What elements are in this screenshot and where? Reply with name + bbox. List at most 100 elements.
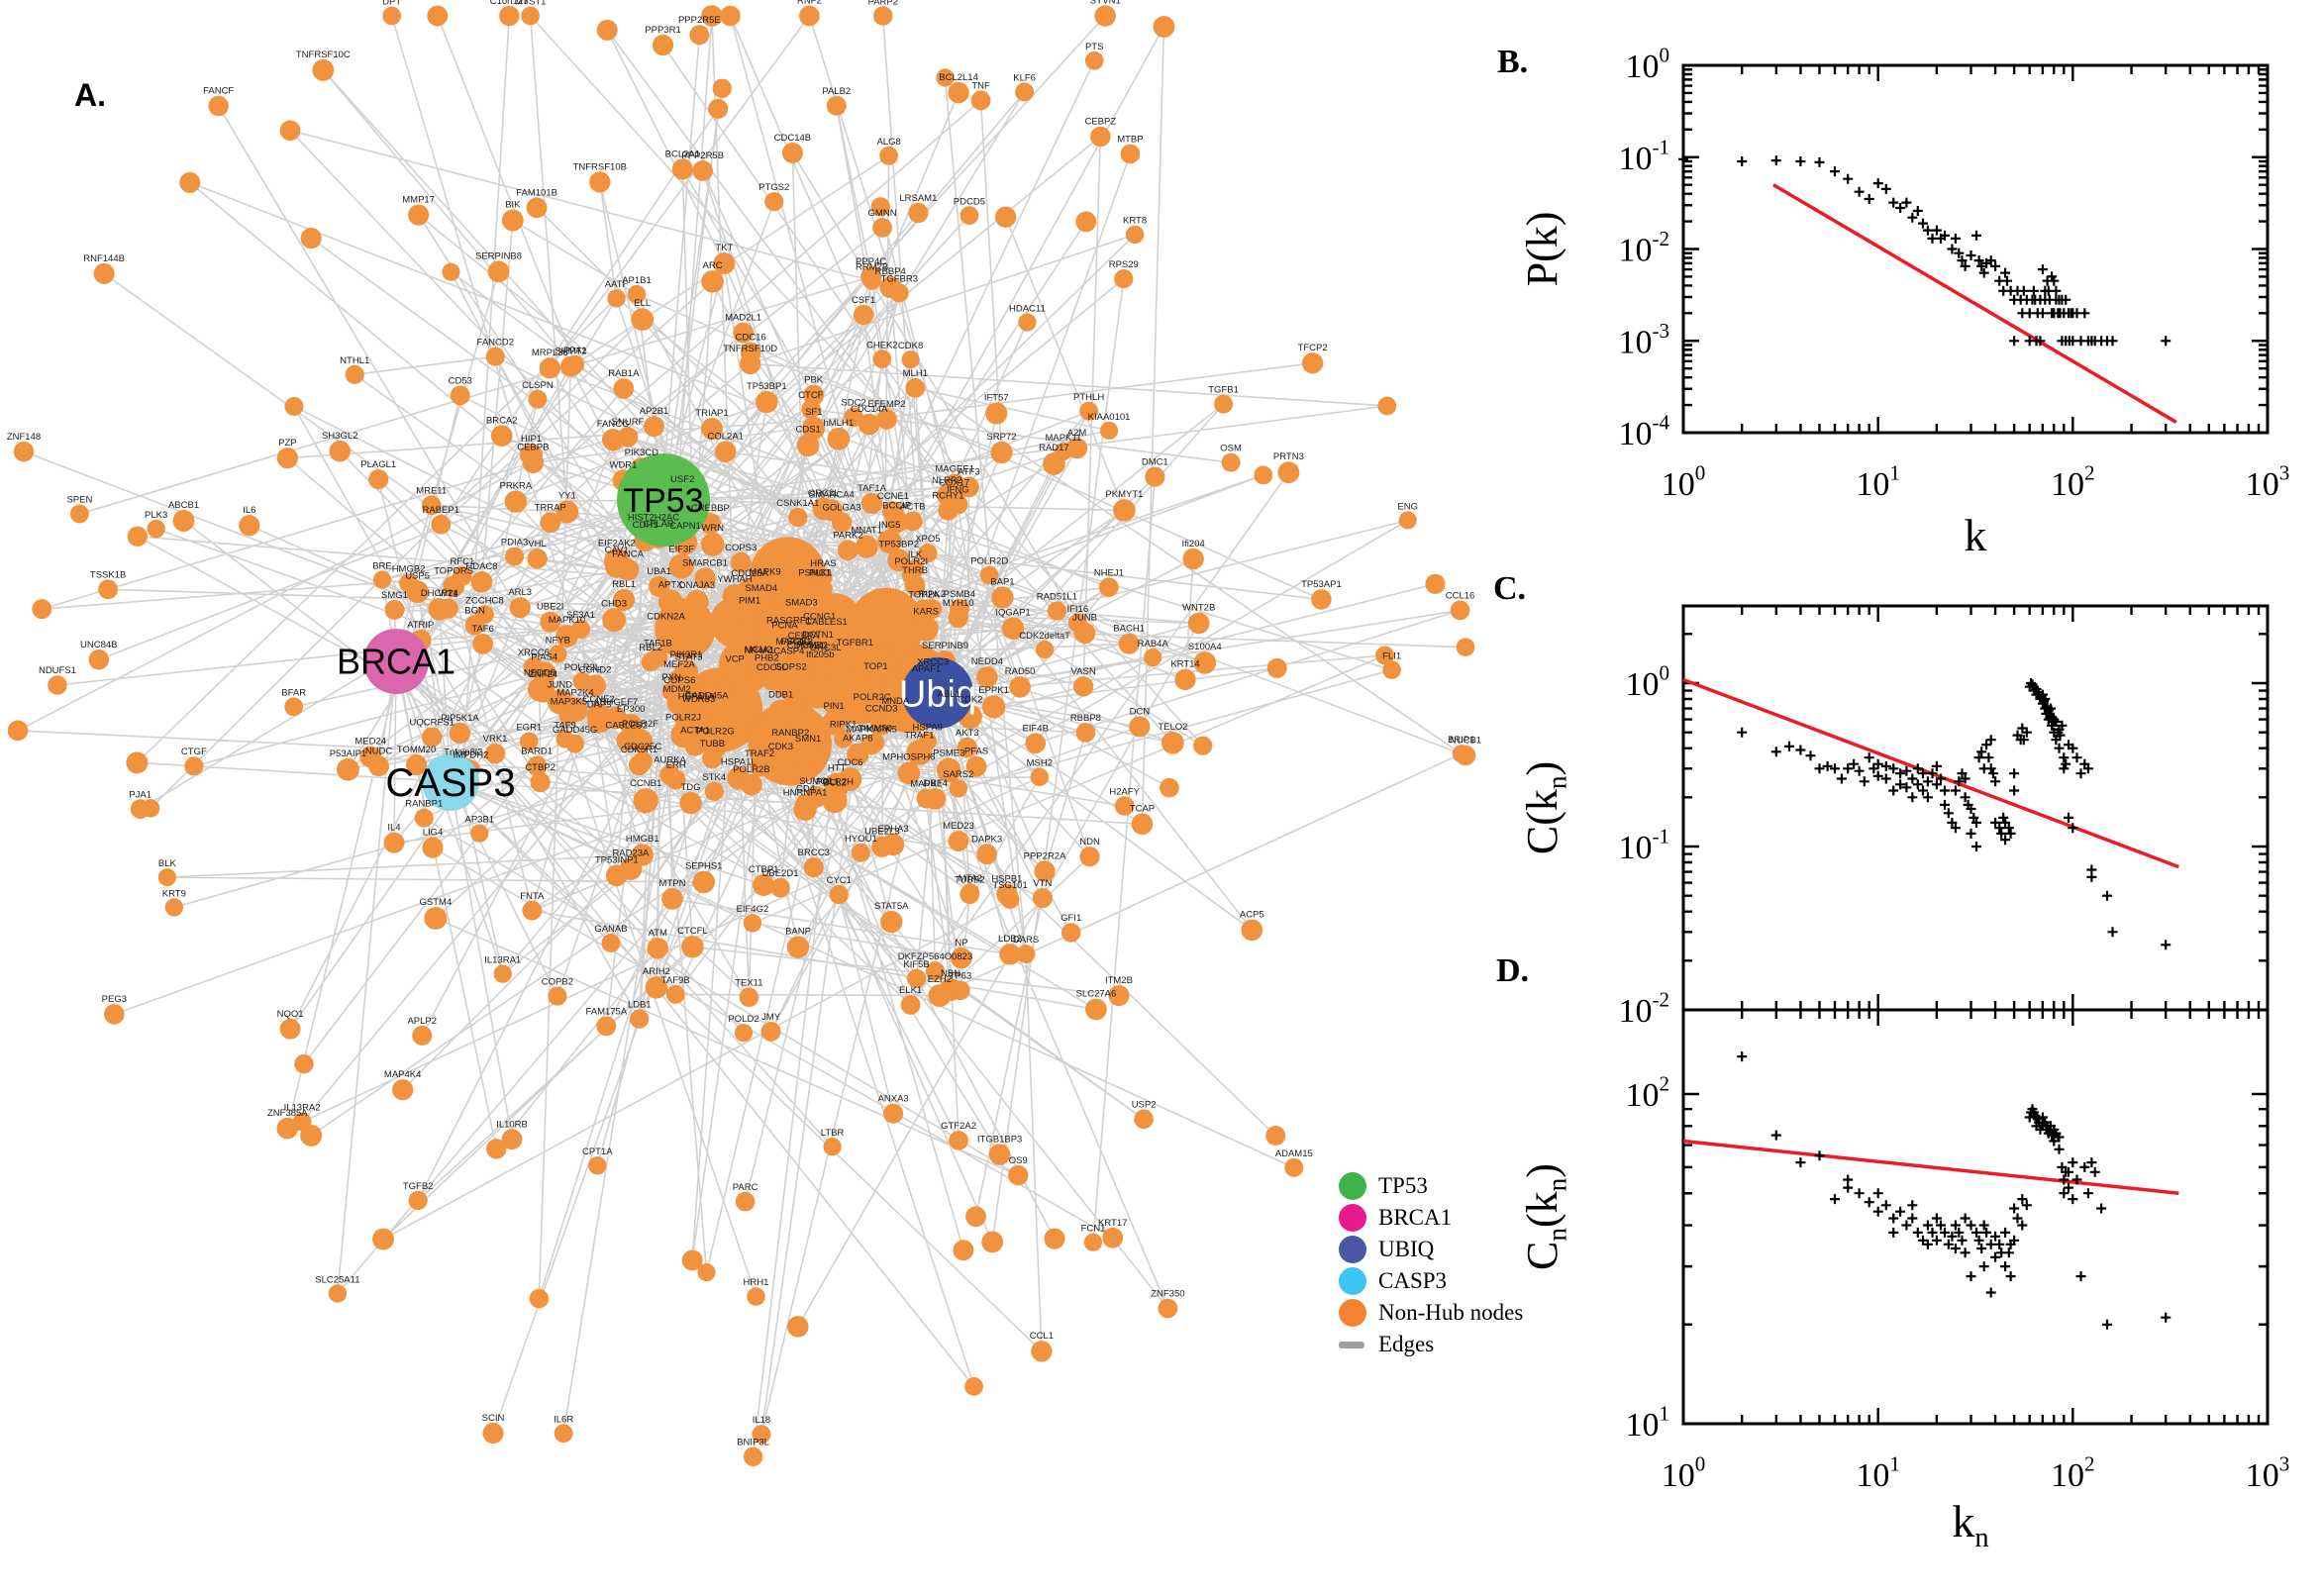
svg-text:101: 101	[1856, 461, 1900, 503]
node-label: CEBPB	[517, 443, 549, 453]
network-node	[827, 427, 851, 450]
network-node	[918, 544, 938, 563]
network-node	[1450, 600, 1470, 621]
network-node	[499, 5, 520, 27]
node-label: CEBPA	[788, 631, 820, 642]
node-label: BCCIP	[882, 501, 911, 512]
network-node	[864, 670, 886, 692]
network-node	[1084, 50, 1104, 70]
network-node	[556, 625, 578, 648]
node-label: TSSK1B	[90, 569, 126, 580]
node-label: HIST2H2AC	[628, 513, 679, 524]
node-label: BAP1	[990, 576, 1014, 587]
node-label: MAD2L1	[725, 313, 761, 324]
network-node	[970, 90, 991, 111]
network-node	[485, 347, 505, 366]
svg-text:101: 101	[1625, 1402, 1669, 1444]
svg-text:100: 100	[1625, 661, 1669, 703]
network-node	[671, 158, 693, 180]
node-label: ORC3L	[810, 643, 842, 653]
network-node	[1277, 461, 1300, 484]
node-label: TEX11	[735, 977, 762, 988]
network-node	[887, 549, 911, 572]
node-label: MYH10	[943, 598, 974, 609]
node-label: CTCF	[798, 390, 824, 401]
node-label: ZNF24	[529, 669, 557, 680]
node-label: PIN1	[823, 701, 844, 712]
network-node	[743, 1446, 763, 1467]
network-node	[996, 883, 1018, 906]
node-label: TP53AP1	[1301, 579, 1342, 590]
network-node	[820, 499, 843, 522]
network-node	[824, 786, 847, 809]
network-node	[484, 743, 506, 764]
node-label: FANCF	[203, 86, 234, 97]
node-label: MAPK9	[749, 567, 780, 578]
node-label: CCND2	[579, 664, 612, 675]
network-node	[733, 322, 754, 344]
panel-label-b: B.	[1497, 44, 1529, 80]
network-node	[790, 607, 812, 629]
network-node	[877, 529, 902, 554]
node-label: MAP3K5	[551, 696, 588, 707]
node-label: PTHLH	[1073, 392, 1104, 403]
network-node	[1134, 1109, 1154, 1130]
svg-text:k: k	[1965, 510, 1987, 560]
node-label: RANBP2	[771, 728, 809, 739]
network-node	[604, 548, 630, 574]
node-label: UBE2L3	[864, 827, 899, 838]
network-node	[530, 772, 551, 793]
node-label: DAPK3	[971, 834, 1002, 845]
network-labels: UBA1 CCNE1 CDK2 PCNA NEDD8 KARS GADD45A SF3A1 AR…	[7, 0, 1481, 1448]
svg-text:C(kn​): C(kn​)	[1518, 761, 1572, 854]
node-label: SUMO1	[799, 776, 833, 787]
node-label: SNURF	[612, 417, 645, 428]
node-label: KRT17	[1098, 1218, 1127, 1229]
node-label: HSPA1A	[678, 692, 715, 703]
node-label: CAV1	[605, 545, 629, 555]
network-node	[69, 504, 89, 524]
node-label: RBL1	[612, 579, 636, 590]
network-node	[908, 202, 929, 224]
node-label: BRE	[372, 560, 392, 571]
network-node	[1079, 401, 1099, 421]
network-node	[422, 727, 443, 748]
node-label: HIP1	[521, 434, 542, 445]
network-node	[949, 779, 967, 798]
node-label: POLR2D	[970, 556, 1008, 567]
network-node	[337, 757, 359, 781]
network-node	[730, 551, 752, 573]
network-node	[747, 654, 769, 677]
network-node	[1131, 813, 1154, 836]
node-label: AP2B1	[640, 406, 669, 417]
node-label: CHEK2	[866, 340, 898, 350]
node-label: RFC1	[450, 556, 474, 567]
network-node	[847, 743, 869, 765]
node-label: NFYB	[546, 636, 570, 647]
network-node	[701, 270, 724, 293]
node-label: TP53INP1	[595, 854, 639, 865]
node-label: PBK	[804, 375, 824, 386]
node-label: GOLGA3	[823, 502, 861, 513]
network-node	[1456, 638, 1475, 656]
node-label: ANXA3	[878, 1094, 909, 1105]
network-node	[704, 736, 727, 758]
network-node	[470, 824, 489, 843]
node-label: IL6	[243, 505, 255, 516]
node-label: XPO5	[915, 534, 940, 545]
network-node	[714, 441, 737, 462]
network-node	[126, 751, 149, 774]
node-label: PSMB4	[944, 589, 975, 600]
node-label: NEDD4	[971, 656, 1003, 667]
node-label: Ifi205b	[806, 649, 835, 660]
node-label: MTA2	[959, 873, 983, 884]
node-label: MNAT1	[851, 526, 882, 537]
network-node	[486, 1139, 507, 1159]
legend: TP53 BRCA1 UBIQ CASP3 Non-Hub nodes Edge…	[1339, 1170, 1523, 1360]
node-label: MMP17	[402, 194, 435, 205]
network-node	[279, 120, 301, 142]
node-label: NUDC	[365, 746, 393, 756]
network-node	[279, 1018, 301, 1040]
network-node	[686, 703, 711, 727]
